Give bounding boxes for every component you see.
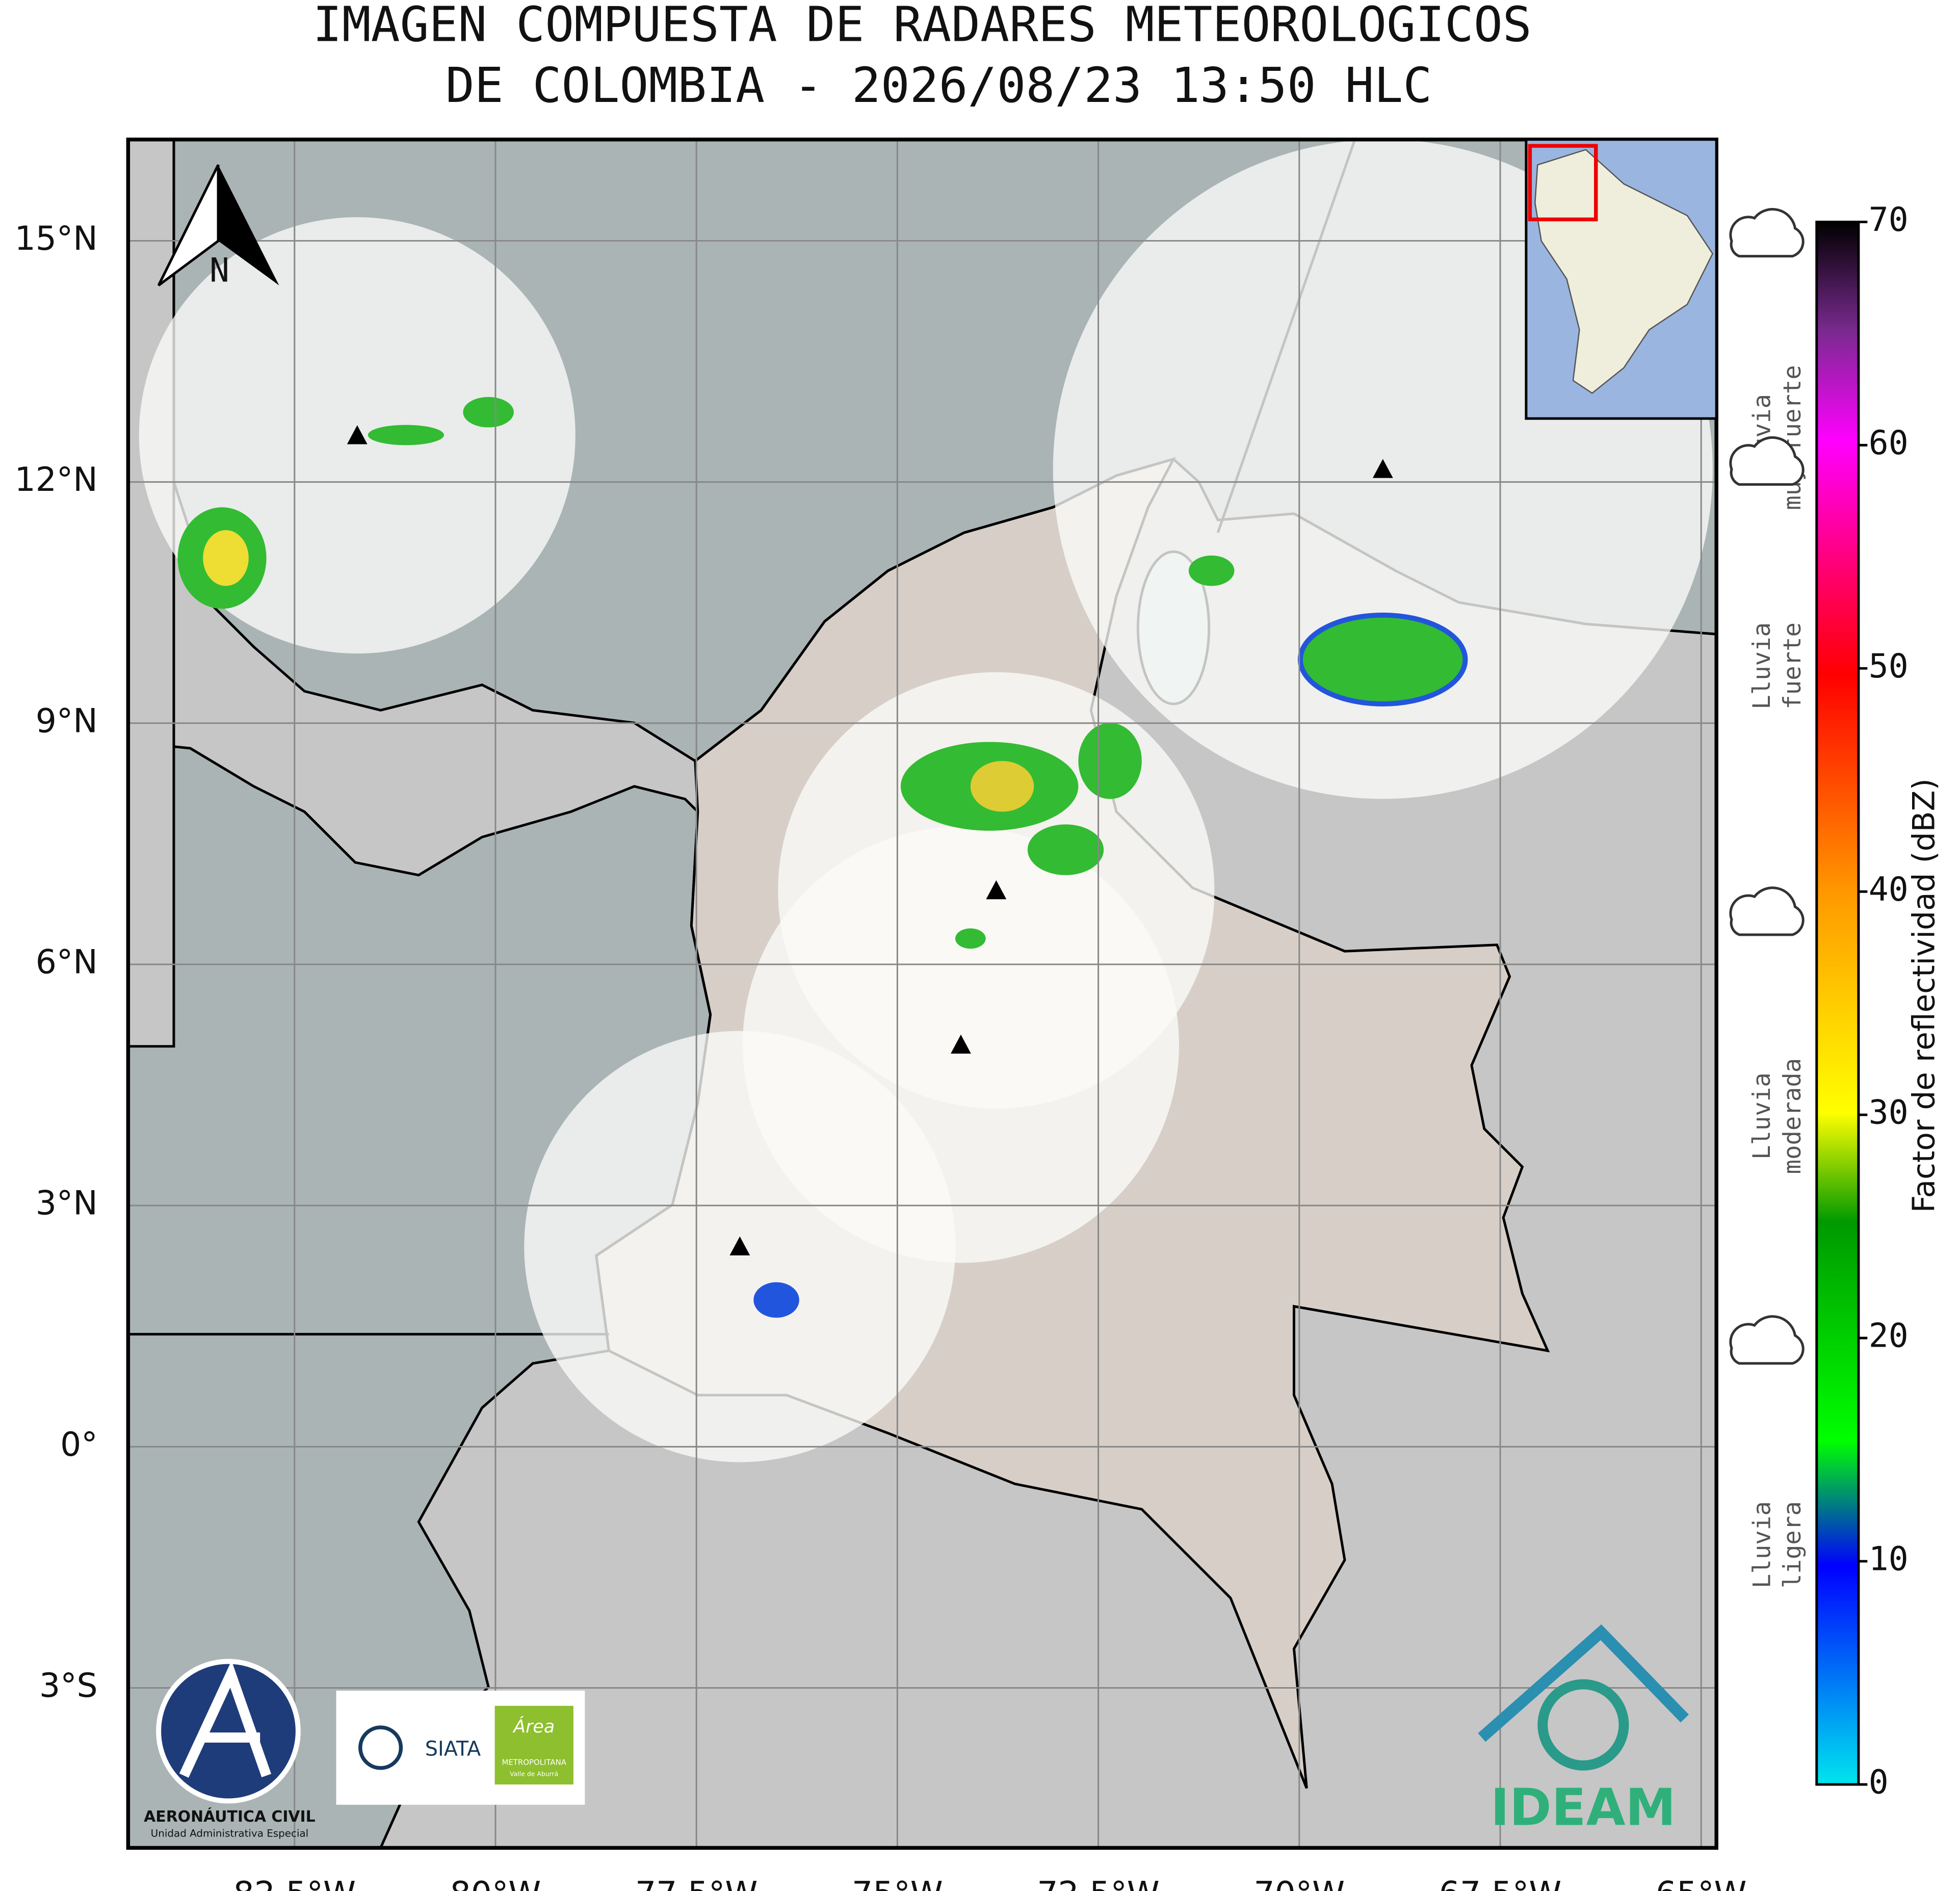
radar-site xyxy=(951,1034,971,1054)
x-tick-label: 67.5°W xyxy=(1439,1875,1561,1891)
intensity-label: Lluvia xyxy=(1748,1501,1776,1588)
intensity-label: Lluvia xyxy=(1748,1072,1776,1160)
intensity-label: muy fuerte xyxy=(1779,365,1807,510)
x-tick-label: 75°W xyxy=(852,1875,943,1891)
x-tick-label: 77.5°W xyxy=(635,1875,757,1891)
colorbar-tick-label: 40 xyxy=(1869,871,1909,909)
y-tick-label: 6°N xyxy=(36,943,98,982)
x-tick-label: 80°W xyxy=(450,1875,541,1891)
colorbar-label: Factor de reflectividad (dBZ) xyxy=(1906,778,1942,1213)
logo-text: IDEAM xyxy=(1491,1779,1676,1837)
x-tick-label: 72.5°W xyxy=(1037,1875,1159,1891)
intensity-label: moderada xyxy=(1779,1058,1807,1174)
logo-text: Valle de Aburrá xyxy=(510,1770,558,1778)
logo-text: SIATA xyxy=(425,1737,481,1761)
north-label: N xyxy=(210,252,229,290)
map-area xyxy=(128,139,1717,1848)
rain-icon xyxy=(1729,436,1805,486)
radar-site xyxy=(986,880,1007,900)
colorbar xyxy=(1815,220,1860,1786)
radar-site xyxy=(1372,459,1393,478)
x-tick-label: 70°W xyxy=(1253,1875,1345,1891)
x-tick-label: 82.5°W xyxy=(233,1875,356,1891)
x-tick-label: 65°W xyxy=(1656,1875,1747,1891)
inset-map xyxy=(1525,138,1718,420)
radar-site xyxy=(347,425,368,444)
y-tick-label: 9°N xyxy=(36,702,98,740)
y-tick-label: 0° xyxy=(60,1426,98,1464)
colorbar-tick-label: 50 xyxy=(1869,647,1909,686)
intensity-label: fuerte xyxy=(1779,622,1807,710)
y-tick-label: 3°N xyxy=(36,1185,98,1223)
colorbar-tick-label: 0 xyxy=(1869,1764,1889,1802)
radar-site xyxy=(729,1236,750,1256)
intensity-label: Lluvia xyxy=(1748,622,1776,710)
colorbar-tick-label: 10 xyxy=(1869,1540,1909,1579)
rain-icon xyxy=(1729,1315,1805,1365)
colorbar-tick-label: 60 xyxy=(1869,424,1909,462)
colorbar-tick-label: 30 xyxy=(1869,1094,1909,1132)
y-tick-label: 15°N xyxy=(15,220,98,258)
plot-frame xyxy=(126,137,1718,1850)
title-line: DE COLOMBIA - 2026/08/23 13:50 HLC xyxy=(446,58,1432,114)
title-line: IMAGEN COMPUESTA DE RADARES METEOROLOGIC… xyxy=(313,0,1532,53)
logo-text: METROPOLITANA xyxy=(502,1758,566,1767)
intensity-label: ligera xyxy=(1779,1501,1807,1588)
logo-text: Unidad Administrativa Especial xyxy=(151,1828,309,1840)
colorbar-tick-label: 20 xyxy=(1869,1317,1909,1355)
colorbar-tick-label: 70 xyxy=(1869,201,1909,239)
y-tick-label: 3°S xyxy=(39,1667,98,1705)
logos: AERONÁUTICA CIVIL Unidad Administrativa … xyxy=(144,1624,1689,1840)
echoes xyxy=(177,397,1468,1318)
rain-icon xyxy=(1729,886,1805,936)
y-tick-label: 12°N xyxy=(15,461,98,499)
logo-text: AERONÁUTICA CIVIL xyxy=(144,1807,316,1826)
logo-text: Área xyxy=(512,1716,555,1737)
rain-icon xyxy=(1729,208,1805,258)
